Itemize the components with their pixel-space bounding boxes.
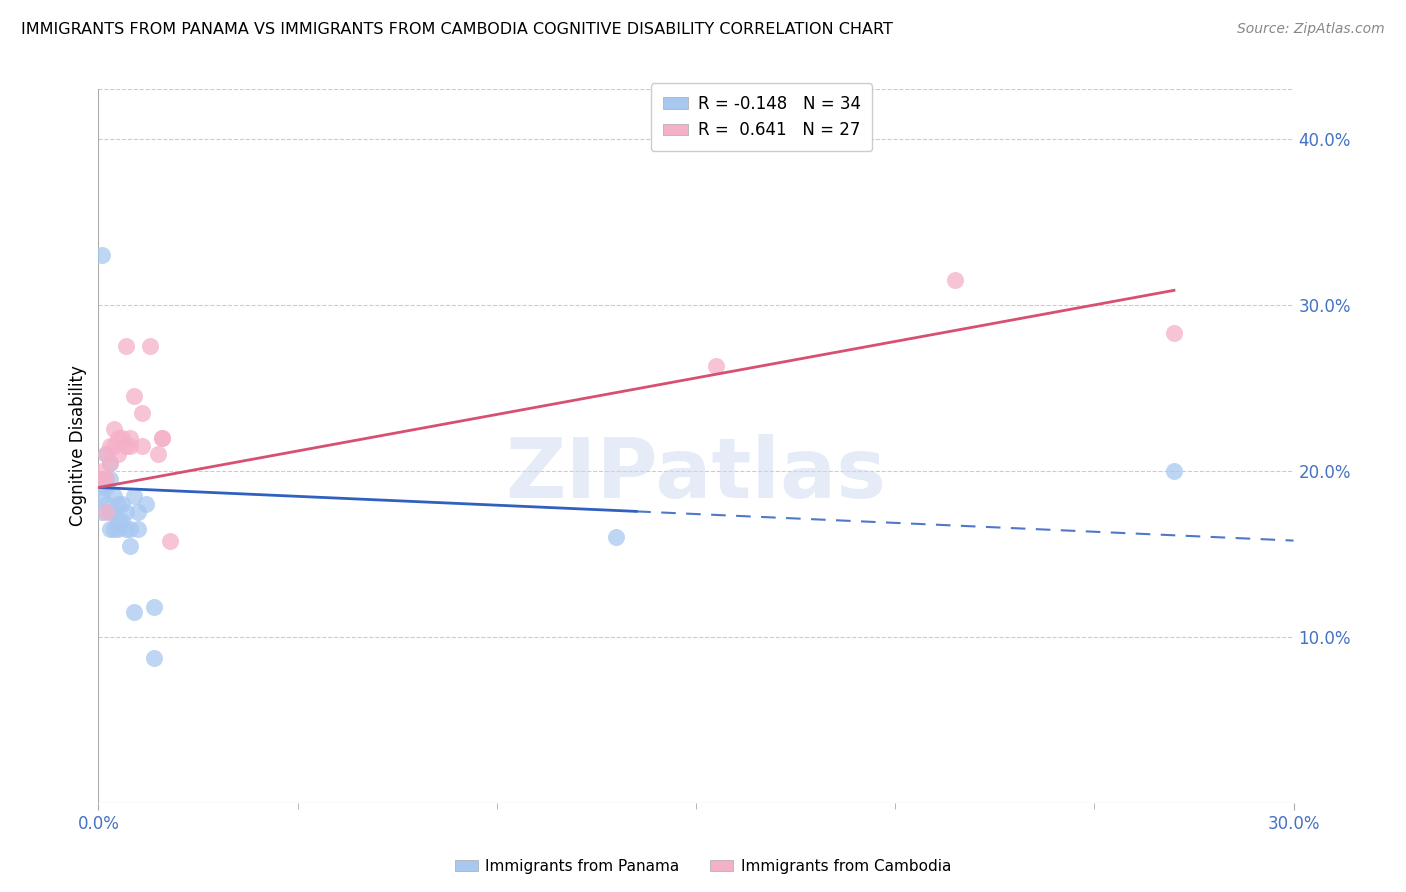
Point bbox=[124, 605, 146, 619]
Point bbox=[111, 431, 134, 445]
Point bbox=[91, 464, 114, 478]
Point bbox=[103, 489, 125, 503]
Point bbox=[115, 505, 138, 519]
Point bbox=[111, 514, 134, 528]
Point bbox=[98, 439, 122, 453]
Point bbox=[98, 456, 122, 470]
Point bbox=[98, 456, 122, 470]
Point bbox=[96, 497, 118, 511]
Point bbox=[150, 431, 173, 445]
Point bbox=[143, 599, 166, 614]
Point bbox=[159, 533, 181, 548]
Text: ZIPatlas: ZIPatlas bbox=[506, 434, 886, 515]
Point bbox=[704, 359, 727, 374]
Point bbox=[120, 539, 142, 553]
Point bbox=[103, 505, 125, 519]
Point bbox=[124, 489, 146, 503]
Point bbox=[120, 522, 142, 536]
Point bbox=[135, 497, 157, 511]
Point bbox=[107, 514, 129, 528]
Point bbox=[605, 530, 627, 544]
Point bbox=[111, 497, 134, 511]
Point bbox=[115, 339, 138, 353]
Point bbox=[107, 497, 129, 511]
Point bbox=[131, 406, 153, 420]
Point bbox=[103, 522, 125, 536]
Point bbox=[91, 505, 114, 519]
Point bbox=[91, 472, 114, 486]
Point bbox=[120, 431, 142, 445]
Legend: R = -0.148   N = 34, R =  0.641   N = 27: R = -0.148 N = 34, R = 0.641 N = 27 bbox=[651, 83, 872, 151]
Text: Source: ZipAtlas.com: Source: ZipAtlas.com bbox=[1237, 22, 1385, 37]
Point bbox=[115, 439, 138, 453]
Point bbox=[96, 472, 118, 486]
Point bbox=[150, 431, 173, 445]
Legend: Immigrants from Panama, Immigrants from Cambodia: Immigrants from Panama, Immigrants from … bbox=[449, 853, 957, 880]
Y-axis label: Cognitive Disability: Cognitive Disability bbox=[69, 366, 87, 526]
Point bbox=[127, 522, 149, 536]
Point bbox=[1163, 326, 1185, 340]
Point bbox=[107, 431, 129, 445]
Point bbox=[1163, 464, 1185, 478]
Point bbox=[98, 505, 122, 519]
Point bbox=[127, 505, 149, 519]
Point bbox=[139, 339, 162, 353]
Point bbox=[91, 481, 114, 495]
Point bbox=[131, 439, 153, 453]
Point bbox=[103, 422, 125, 436]
Point bbox=[91, 472, 114, 486]
Text: IMMIGRANTS FROM PANAMA VS IMMIGRANTS FROM CAMBODIA COGNITIVE DISABILITY CORRELAT: IMMIGRANTS FROM PANAMA VS IMMIGRANTS FRO… bbox=[21, 22, 893, 37]
Point bbox=[98, 522, 122, 536]
Point bbox=[143, 651, 166, 665]
Point bbox=[124, 389, 146, 403]
Point bbox=[107, 447, 129, 461]
Point bbox=[96, 481, 118, 495]
Point bbox=[98, 472, 122, 486]
Point bbox=[943, 273, 966, 287]
Point bbox=[148, 447, 170, 461]
Point bbox=[96, 472, 118, 486]
Point bbox=[96, 447, 118, 461]
Point bbox=[91, 248, 114, 262]
Point bbox=[115, 522, 138, 536]
Point bbox=[91, 489, 114, 503]
Point bbox=[120, 439, 142, 453]
Point bbox=[96, 505, 118, 519]
Point bbox=[96, 447, 118, 461]
Point bbox=[103, 439, 125, 453]
Point bbox=[107, 522, 129, 536]
